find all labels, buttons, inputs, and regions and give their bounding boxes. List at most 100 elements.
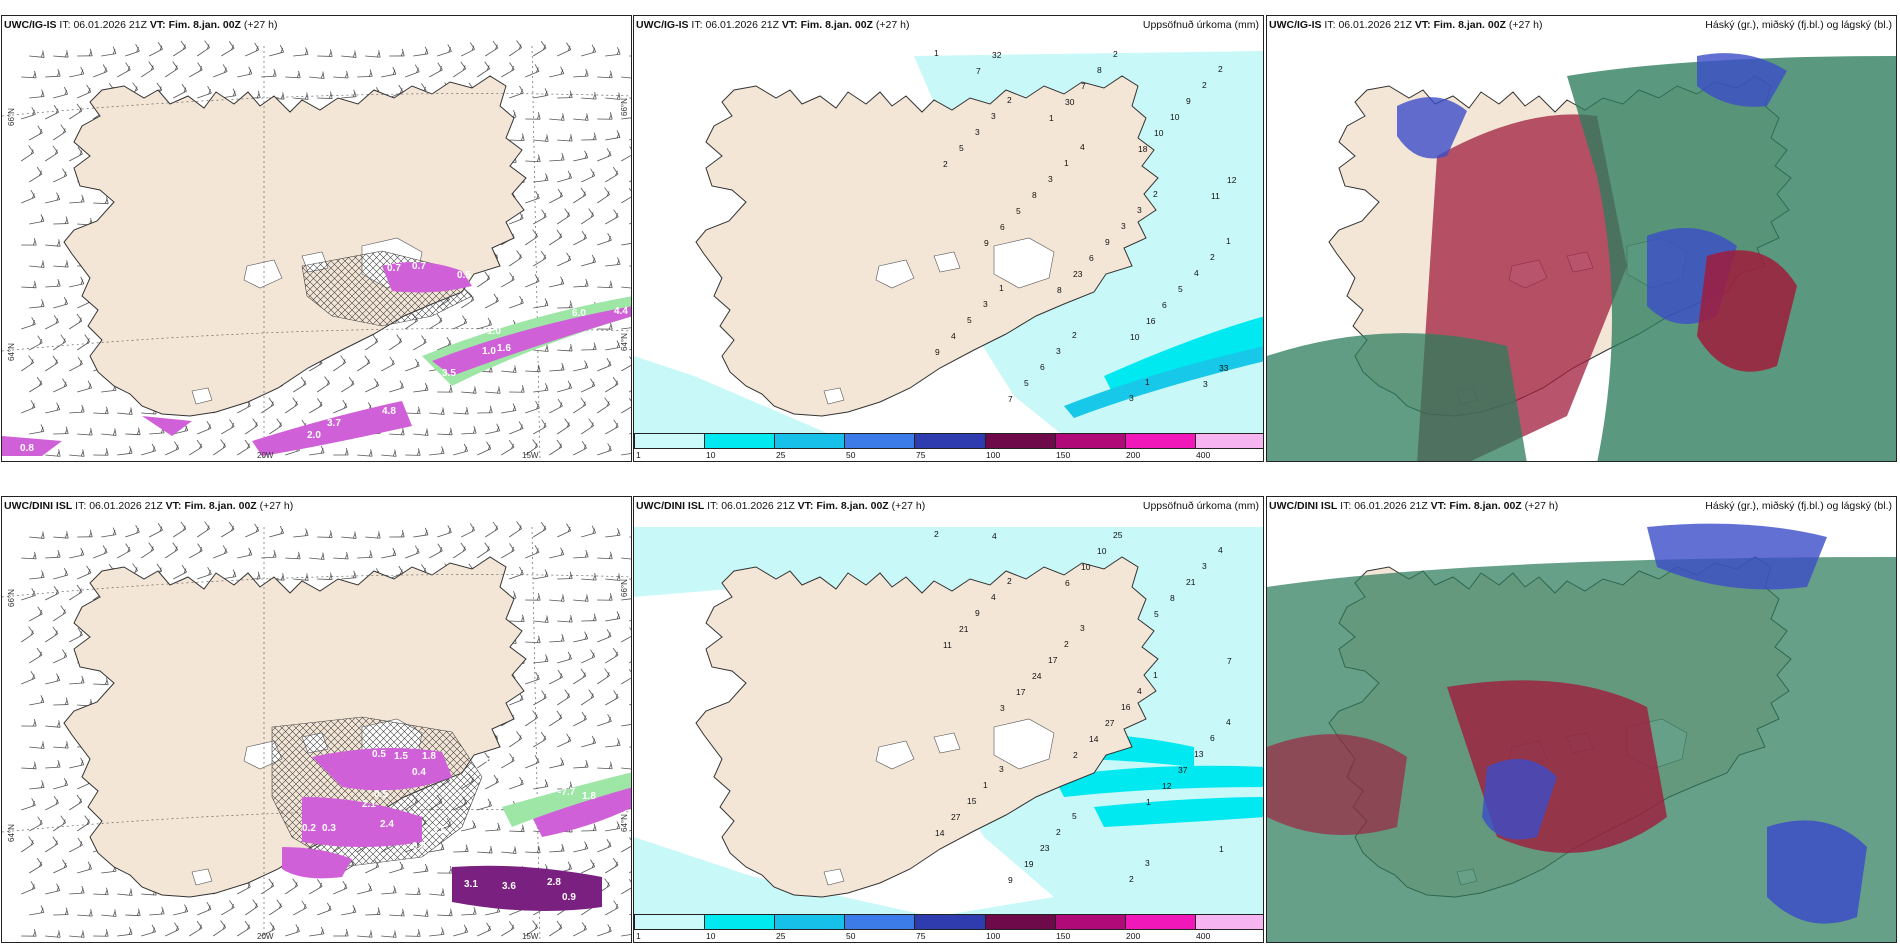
precip-value: 7 (1081, 81, 1086, 91)
low-cloud (1697, 53, 1787, 107)
precip-value: 2 (934, 529, 939, 539)
precip-mid (1104, 316, 1263, 396)
precip-value: 1 (934, 48, 939, 58)
snow-area-light (502, 772, 631, 827)
panel-bottom-left: UWC/DINI ISL IT: 06.01.2026 21Z VT: Fim.… (1, 496, 632, 943)
precip-value: 2 (1202, 80, 1207, 90)
legend-label: 50 (846, 931, 856, 941)
legend-label: 50 (846, 450, 856, 460)
legend-label: 150 (1056, 450, 1071, 460)
legend-swatch (1054, 915, 1125, 929)
legend-swatch (984, 434, 1055, 448)
snow-value: 1.0 (482, 346, 496, 357)
precip-value: 9 (935, 347, 940, 357)
precip-value: 13 (1194, 749, 1204, 759)
legend-label: 25 (776, 450, 786, 460)
legend-swatch (774, 915, 845, 929)
snow-area (532, 787, 631, 837)
legend-label: 10 (706, 450, 716, 460)
glacier (191, 868, 213, 886)
glacier (993, 718, 1055, 770)
precip-value: 21 (1186, 577, 1196, 587)
precip-value: 3 (1000, 703, 1005, 713)
legend-label: 200 (1126, 931, 1141, 941)
legend-swatch (704, 434, 775, 448)
precip-value: 7 (976, 66, 981, 76)
panel-top-left: UWC/IG-IS IT: 06.01.2026 21Z VT: Fim. 8.… (1, 15, 632, 462)
legend-label: 10 (706, 931, 716, 941)
precip-value: 6 (1040, 362, 1045, 372)
precip-value: 12 (1227, 175, 1237, 185)
glacier (933, 251, 961, 273)
precip-value: 11 (1211, 191, 1220, 201)
precip-value: 15 (967, 796, 977, 806)
legend-swatch (774, 434, 845, 448)
precip-value: 9 (984, 238, 989, 248)
glacier (243, 259, 283, 289)
snow-value: 4.8 (382, 406, 396, 417)
snow-value: 0.5 (374, 789, 388, 800)
mid-cloud (1267, 734, 1407, 835)
precip-value: 4 (1226, 717, 1231, 727)
precip-value: 4 (951, 331, 956, 341)
map-wind-snow: 0.5 1.5 1.80.40.52.12.43.1 3.6 2.80.90.3 0.5-… (2, 521, 631, 942)
precip-value: 37 (1178, 765, 1188, 775)
legend-swatch (634, 915, 705, 929)
legend-swatch (704, 915, 775, 929)
glacier (823, 387, 845, 405)
precip-value: 8 (1032, 190, 1037, 200)
precip-value: 3 (1203, 379, 1208, 389)
panel-title: Uppsöfnuð úrkoma (mm) (1142, 19, 1259, 31)
high-cloud (1267, 333, 1527, 461)
precip-value: 3 (1048, 174, 1053, 184)
precip-value: 1 (1219, 844, 1224, 854)
precip-value: 3 (1202, 561, 1207, 571)
precip-value: 10 (1130, 332, 1140, 342)
precip-value: 16 (1121, 702, 1131, 712)
precip-value: 27 (1105, 718, 1115, 728)
snow-area (302, 797, 422, 847)
snow-area (2, 436, 62, 456)
precip-value: 4 (1137, 686, 1142, 696)
precip-value: 2 (1007, 576, 1012, 586)
precip-legend: 1 10 25 50 75 100 150 200 400 (634, 433, 1263, 461)
panel-top-right: UWC/IG-IS IT: 06.01.2026 21Z VT: Fim. 8.… (1266, 15, 1897, 462)
panel-header: UWC/IG-IS IT: 06.01.2026 21Z VT: Fim. 8.… (4, 19, 278, 31)
precip-value: 25 (1113, 530, 1123, 540)
precip-mid (1064, 346, 1263, 418)
legend-label: 1 (636, 931, 641, 941)
precip-mid (1094, 797, 1263, 827)
precip-value: 17 (1048, 655, 1058, 665)
panel-header: UWC/IG-IS IT: 06.01.2026 21Z VT: Fim. 8.… (636, 19, 910, 31)
mid-cloud (1697, 250, 1797, 372)
legend-swatch (984, 915, 1055, 929)
precip-value: 2 (1072, 330, 1077, 340)
precip-value: 1 (1226, 236, 1231, 246)
precip-value: 3 (1129, 393, 1134, 403)
snow-value: 2.1 (362, 799, 376, 810)
precip-value: 11 (943, 640, 952, 650)
legend-swatch (1124, 434, 1195, 448)
snow-value: 0.5 (457, 270, 471, 281)
precip-mid (1054, 765, 1263, 797)
precip-value: 9 (975, 608, 980, 618)
legend-label: 400 (1196, 931, 1211, 941)
snow-value: 1.5 (394, 751, 408, 762)
iceland-land (63, 75, 527, 417)
snow-value: 0.5 (372, 749, 386, 760)
precip-value: 9 (1008, 875, 1013, 885)
snow-value: 3.7 (327, 418, 341, 429)
precip-value: 8 (1057, 285, 1062, 295)
snow-value: 0.4 (412, 841, 426, 852)
precip-value: 9 (1105, 237, 1110, 247)
precip-value: 2 (1056, 827, 1061, 837)
precip-value: 18 (1138, 144, 1148, 154)
precip-value: 19 (1024, 859, 1034, 869)
precip-value: 16 (1146, 316, 1156, 326)
panel-title: Uppsöfnuð úrkoma (mm) (1142, 500, 1259, 512)
map-precipitation: 1242112123132333233345629589545810256697… (634, 48, 1263, 436)
glacier (875, 259, 915, 289)
precip-value: 12 (1162, 781, 1172, 791)
precip-value: 3 (999, 764, 1004, 774)
precip-value: 14 (935, 828, 945, 838)
